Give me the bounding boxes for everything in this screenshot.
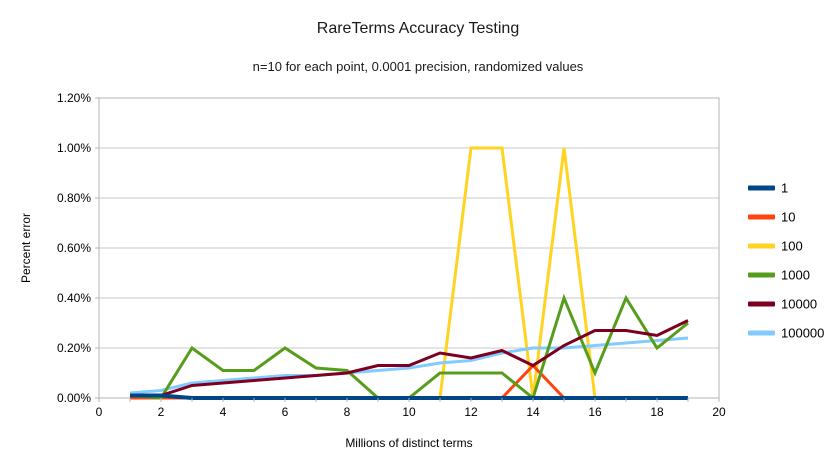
x-tick-label: 0 [96,405,103,419]
legend-label: 100000 [781,326,824,341]
series-lines [129,146,689,401]
x-tick-label: 20 [712,405,726,419]
series-line-100 [130,146,688,400]
chart-subtitle: n=10 for each point, 0.0001 precision, r… [252,59,584,74]
y-tick-label: 0.20% [57,341,91,355]
y-tick-label: 1.20% [57,91,91,105]
x-tick-label: 18 [650,405,664,419]
x-tick-label: 4 [220,405,227,419]
legend-item-100: 100 [748,239,803,254]
series-line-100000 [129,336,689,395]
y-tick-label: 0.60% [57,241,91,255]
x-axis-title: Millions of distinct terms [345,436,472,450]
chart-title: RareTerms Accuracy Testing [316,20,520,37]
legend-item-10: 10 [748,210,795,225]
x-tick-label: 10 [402,405,416,419]
plot-area [98,97,720,399]
series-line-10000 [130,319,689,397]
legend-swatch-1 [748,185,775,191]
legend-swatch-100 [748,243,775,249]
legend-label: 1000 [781,268,810,283]
y-tick-label: 1.00% [57,141,91,155]
legend-swatch-10 [748,214,775,220]
legend-label: 10000 [781,297,817,312]
legend-item-1: 1 [748,181,788,196]
x-tick-label: 14 [526,405,540,419]
x-tick-label: 6 [282,405,289,419]
legend-item-100000: 100000 [748,326,824,341]
axes: 0.00% 0.20% 0.40% 0.60% 0.80% 1.00% 1.20% 0 2 4 6 8… [19,91,726,450]
legend-label: 1 [781,181,788,196]
legend-item-10000: 10000 [748,297,817,312]
y-tick-label: 0.00% [57,391,91,405]
legend-label: 100 [781,239,803,254]
x-tick-label: 2 [158,405,165,419]
x-tick-label: 16 [588,405,602,419]
x-tick-label: 8 [344,405,351,419]
legend-label: 10 [781,210,795,225]
legend-swatch-1000 [748,272,775,278]
series-line-1 [130,393,688,400]
y-tick-label: 0.40% [57,291,91,305]
legend-item-1000: 1000 [748,268,810,283]
legend: 1 10 100 1000 10000 100000 [748,181,824,341]
legend-swatch-10000 [748,301,775,307]
y-axis-title: Percent error [19,213,33,283]
y-tick-label: 0.80% [57,191,91,205]
x-tick-label: 12 [464,405,478,419]
legend-swatch-100000 [748,330,775,336]
